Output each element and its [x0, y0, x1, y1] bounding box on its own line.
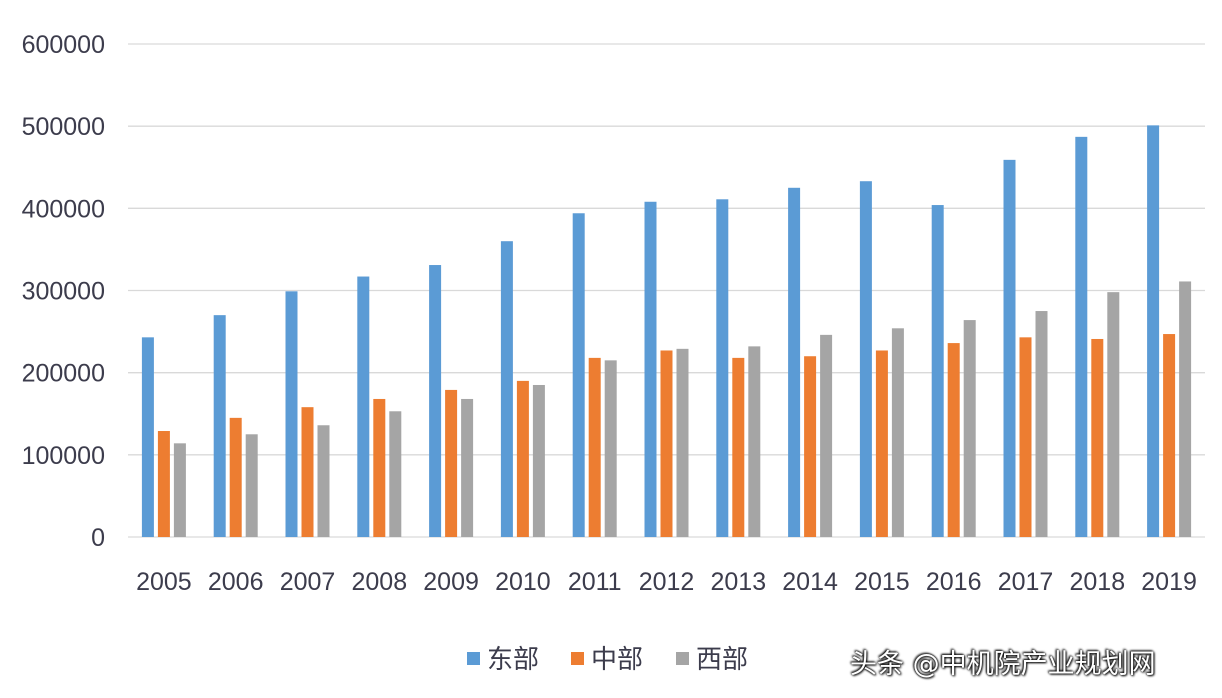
- bar-2012-西部: [676, 348, 689, 537]
- x-tick-label: 2010: [495, 568, 551, 596]
- x-tick-label: 2005: [136, 568, 192, 596]
- bar-2011-西部: [604, 360, 617, 537]
- x-tick-label: 2015: [854, 568, 910, 596]
- bar-2017-东部: [1003, 159, 1016, 538]
- x-tick-label: 2018: [1069, 568, 1125, 596]
- bar-2006-东部: [213, 315, 226, 537]
- bar-2013-东部: [716, 199, 729, 538]
- bar-2015-西部: [891, 328, 904, 537]
- bar-2005-西部: [173, 443, 186, 537]
- bar-2007-中部: [301, 407, 314, 537]
- y-tick-label: 600000: [22, 31, 105, 59]
- bar-2005-中部: [157, 431, 170, 537]
- bar-2008-东部: [357, 276, 370, 537]
- bar-2017-西部: [1035, 311, 1048, 537]
- legend-label: 中部: [591, 645, 643, 675]
- bar-2016-中部: [947, 343, 960, 537]
- bar-2018-中部: [1091, 338, 1104, 537]
- bar-2017-中部: [1019, 337, 1032, 537]
- legend-label: 西部: [696, 645, 748, 675]
- bar-2012-东部: [644, 201, 657, 537]
- x-tick-label: 2013: [710, 568, 766, 596]
- bar-2015-中部: [875, 350, 888, 537]
- watermark: 头条 @中机院产业规划网: [850, 649, 1156, 680]
- bar-2007-西部: [317, 425, 330, 537]
- x-tick-label: 2016: [926, 568, 982, 596]
- x-tick-label: 2011: [568, 568, 622, 596]
- legend-swatch: [467, 652, 480, 665]
- bar-2009-中部: [445, 389, 458, 537]
- x-tick-label: 2008: [351, 568, 407, 596]
- bar-2014-中部: [804, 356, 817, 537]
- legend-label: 东部: [487, 645, 539, 675]
- bar-2008-中部: [373, 398, 386, 537]
- legend-swatch: [571, 652, 584, 665]
- bar-2009-西部: [461, 398, 474, 537]
- bar-2012-中部: [660, 350, 673, 537]
- bar-2014-西部: [820, 334, 833, 537]
- bar-2006-西部: [245, 434, 258, 537]
- y-tick-label: 100000: [22, 442, 105, 470]
- y-tick-label: 200000: [22, 360, 105, 388]
- bar-2016-东部: [931, 205, 944, 537]
- bar-2016-西部: [963, 320, 976, 537]
- y-tick-label: 500000: [22, 113, 105, 141]
- bar-2019-西部: [1179, 281, 1192, 537]
- bar-2009-东部: [429, 265, 442, 537]
- bar-2011-东部: [572, 213, 585, 537]
- bar-2005-东部: [141, 337, 154, 537]
- legend-swatch: [676, 652, 689, 665]
- y-tick-label: 0: [91, 524, 105, 552]
- bar-2015-东部: [859, 181, 872, 538]
- x-tick-label: 2006: [208, 568, 264, 596]
- bar-2019-东部: [1147, 125, 1160, 537]
- bar-2006-中部: [229, 417, 242, 537]
- x-tick-label: 2019: [1141, 568, 1197, 596]
- x-tick-label: 2009: [423, 568, 479, 596]
- y-tick-label: 400000: [22, 195, 105, 223]
- x-tick-label: 2012: [639, 568, 695, 596]
- bar-2010-中部: [516, 380, 529, 537]
- bar-2007-东部: [285, 291, 298, 537]
- y-tick-label: 300000: [22, 278, 105, 306]
- bar-2018-西部: [1107, 292, 1120, 537]
- bar-2018-东部: [1075, 136, 1088, 537]
- bar-2013-中部: [732, 357, 745, 537]
- bar-2019-中部: [1163, 334, 1176, 537]
- bar-2008-西部: [389, 411, 402, 537]
- bar-2013-西部: [748, 346, 761, 537]
- x-tick-label: 2007: [280, 568, 336, 596]
- bar-2010-西部: [532, 384, 545, 537]
- x-tick-label: 2017: [998, 568, 1054, 596]
- bar-2011-中部: [588, 357, 601, 537]
- x-tick-label: 2014: [782, 568, 838, 596]
- bar-2014-东部: [788, 187, 801, 537]
- bar-2010-东部: [500, 241, 513, 537]
